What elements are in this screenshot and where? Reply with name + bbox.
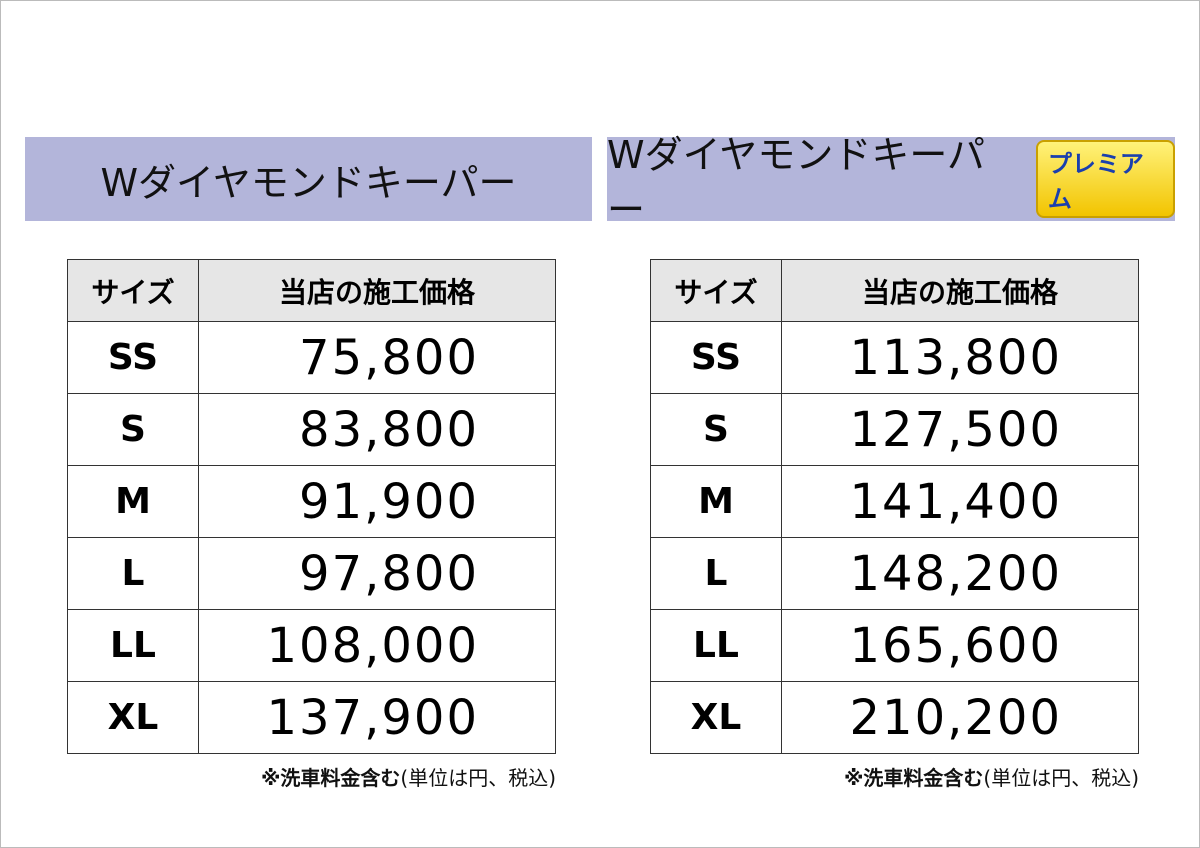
table-row: XL 210,200: [650, 681, 1139, 754]
table-row: XL 137,900: [67, 681, 556, 754]
table-row: L 97,800: [67, 537, 556, 610]
note-text: (単位は円、税込): [983, 766, 1139, 790]
price-cell: 127,500: [781, 393, 1139, 466]
size-cell: XL: [650, 681, 782, 754]
size-cell: LL: [67, 609, 199, 682]
table-row: LL 165,600: [650, 609, 1139, 682]
price-cell: 75,800: [198, 321, 556, 394]
price-cell: 83,800: [198, 393, 556, 466]
table-row: S 83,800: [67, 393, 556, 466]
note-bold: ※洗車料金含む: [843, 766, 984, 790]
size-cell: S: [67, 393, 199, 466]
panel-title: Wダイヤモンドキーパー: [100, 160, 517, 205]
note: ※洗車料金含む(単位は円、税込): [261, 762, 556, 791]
size-cell: LL: [650, 609, 782, 682]
header-cell: 当店の施工価格: [198, 259, 556, 322]
table-row: LL 108,000: [67, 609, 556, 682]
header-cell: 当店の施工価格: [781, 259, 1139, 322]
note: ※洗車料金含む(単位は円、税込): [844, 762, 1139, 791]
size-cell: SS: [67, 321, 199, 394]
price-cell: 210,200: [781, 681, 1139, 754]
size-cell: L: [650, 537, 782, 610]
price-cell: 97,800: [198, 537, 556, 610]
note-text: (単位は円、税込): [400, 766, 556, 790]
price-cell: 148,200: [781, 537, 1139, 610]
header-row: サイズ 当店の施工価格: [650, 259, 1139, 322]
size-cell: SS: [650, 321, 782, 394]
table-row: SS 113,800: [650, 321, 1139, 394]
size-cell: XL: [67, 681, 199, 754]
price-cell: 91,900: [198, 465, 556, 538]
table-row: L 148,200: [650, 537, 1139, 610]
price-cell: 137,900: [198, 681, 556, 754]
table-row: M 91,900: [67, 465, 556, 538]
note-bold: ※洗車料金含む: [260, 766, 401, 790]
price-table: サイズ 当店の施工価格 SS 75,800 S 83,800 M 91,900 L 97,800 L…: [67, 259, 556, 754]
price-cell: 113,800: [781, 321, 1139, 394]
panel-header: Wダイヤモンドキーパー: [25, 137, 592, 221]
table-row: S 127,500: [650, 393, 1139, 466]
header-row: サイズ 当店の施工価格: [67, 259, 556, 322]
table-row: SS 75,800: [67, 321, 556, 394]
price-table: サイズ 当店の施工価格 SS 113,800 S 127,500 M 141,400 L 148,…: [650, 259, 1139, 754]
price-cell: 165,600: [781, 609, 1139, 682]
size-cell: S: [650, 393, 782, 466]
panel-title: Wダイヤモンドキーパー: [607, 133, 986, 232]
table-row: M 141,400: [650, 465, 1139, 538]
header-cell: サイズ: [650, 259, 782, 322]
header-cell: サイズ: [67, 259, 199, 322]
size-cell: M: [650, 465, 782, 538]
size-cell: L: [67, 537, 199, 610]
premium-badge: プレミアム: [1035, 140, 1175, 218]
panel-header: Wダイヤモンドキーパー プレミアム: [607, 133, 1175, 232]
price-cell: 141,400: [781, 465, 1139, 538]
price-cell: 108,000: [198, 609, 556, 682]
size-cell: M: [67, 465, 199, 538]
